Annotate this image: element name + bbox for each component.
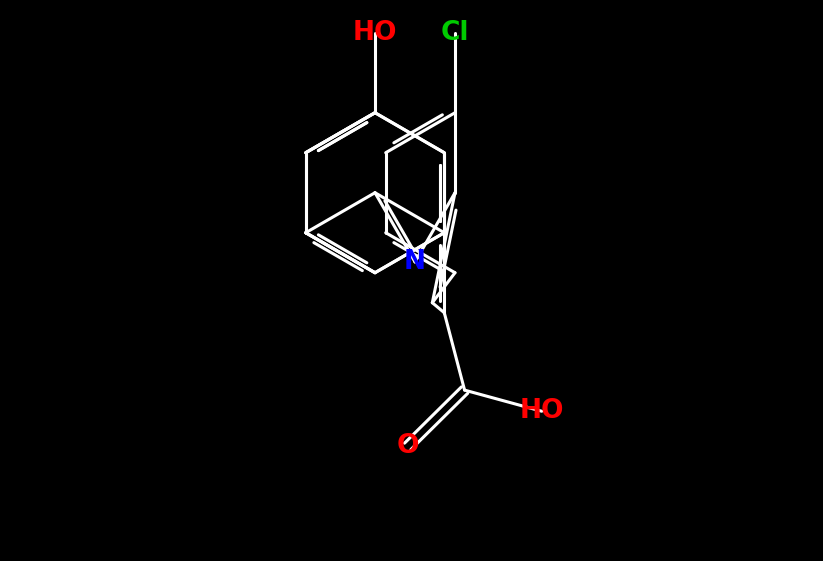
Text: N: N: [404, 249, 426, 275]
Text: O: O: [397, 433, 419, 459]
Text: HO: HO: [519, 398, 564, 424]
Text: Cl: Cl: [441, 20, 469, 45]
Text: HO: HO: [353, 20, 398, 45]
